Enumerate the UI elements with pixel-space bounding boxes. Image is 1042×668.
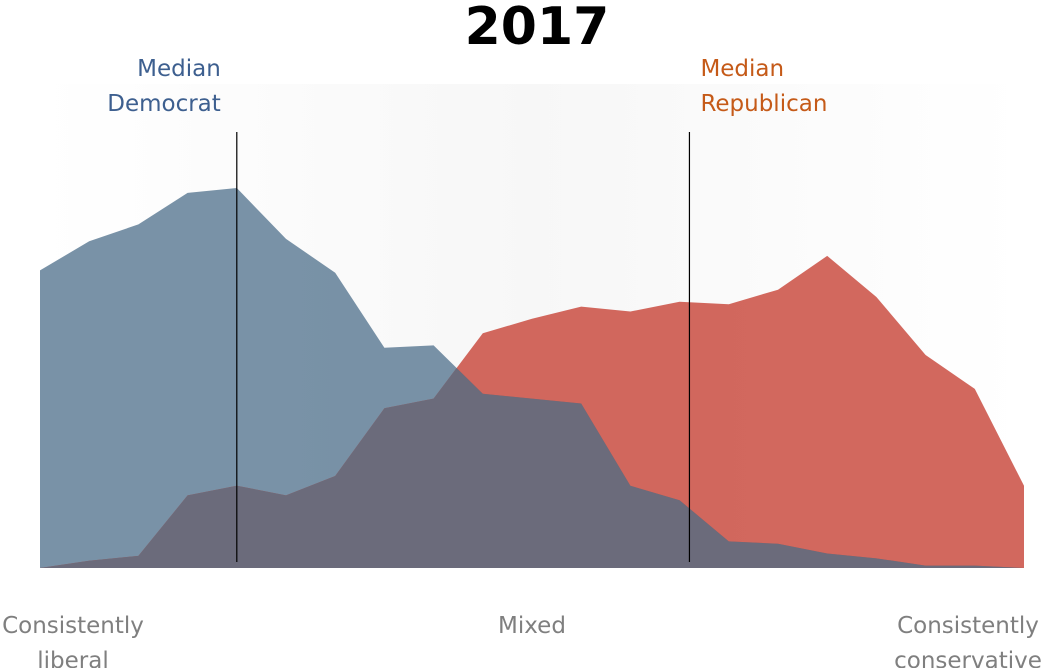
series-areas [40, 188, 1024, 568]
x-axis-tick-labels: Consistently liberal Mixed Consistently cons… [2, 613, 1042, 668]
x-tick-label-1-0: Mixed [498, 613, 566, 639]
x-tick-label-2-0: Consistently [897, 613, 1039, 639]
chart-title: 2017 [465, 0, 610, 57]
democrat-area [40, 188, 1024, 568]
median-label-0-1: Democrat [107, 91, 221, 117]
median-label-0-0: Median [137, 56, 221, 82]
x-tick-label-2-1: conservative [894, 648, 1042, 668]
median-label-1-1: Republican [700, 91, 827, 117]
median-markers: Median Democrat Median Republican [107, 56, 827, 562]
median-label-1-0: Median [700, 56, 784, 82]
x-tick-label-0-1: liberal [37, 648, 108, 668]
x-tick-label-0-0: Consistently [2, 613, 144, 639]
